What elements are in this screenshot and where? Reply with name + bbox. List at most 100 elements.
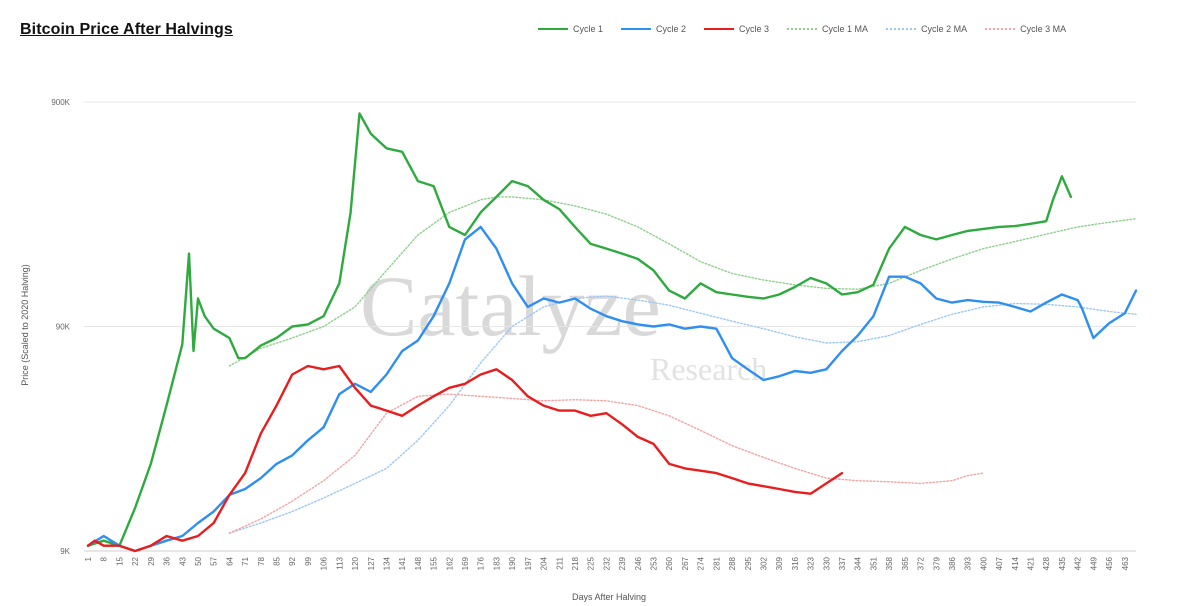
x-tick-label: 407 xyxy=(995,556,1004,570)
legend-swatch xyxy=(538,28,568,30)
legend-swatch xyxy=(985,28,1016,30)
legend-swatch xyxy=(886,28,917,30)
legend-label: Cycle 2 MA xyxy=(921,24,968,34)
x-tick-label: 323 xyxy=(807,556,816,570)
x-tick-label: 260 xyxy=(665,556,674,570)
x-tick-label: 428 xyxy=(1042,556,1051,570)
x-tick-label: 148 xyxy=(414,556,423,570)
chart-legend: Cycle 1 Cycle 2 Cycle 3 Cycle 1 MA Cycle 2 M… xyxy=(538,24,1084,34)
x-tick-label: 225 xyxy=(587,556,596,570)
x-tick-label: 211 xyxy=(555,556,564,569)
x-tick-label: 372 xyxy=(917,556,926,570)
x-tick-label: 414 xyxy=(1011,556,1020,570)
series-line-cycle-1-ma xyxy=(228,196,1137,367)
x-tick-label: 400 xyxy=(979,556,988,570)
x-tick-label: 267 xyxy=(681,556,690,570)
watermark-sub: Research xyxy=(650,351,767,387)
x-tick-label: 190 xyxy=(508,556,517,570)
x-tick-label: 22 xyxy=(131,556,140,565)
x-tick-label: 57 xyxy=(210,556,219,565)
x-tick-label: 344 xyxy=(854,556,863,570)
x-tick-label: 113 xyxy=(335,556,344,569)
x-tick-label: 295 xyxy=(744,556,753,570)
y-tick-label: 900K xyxy=(51,98,70,107)
legend-label: Cycle 1 xyxy=(573,24,604,34)
y-axis-ticks: 9K 90K 900K xyxy=(51,98,70,556)
x-tick-label: 302 xyxy=(759,556,768,570)
series-line-cycle-1 xyxy=(86,112,1073,547)
x-tick-label: 92 xyxy=(288,556,297,565)
legend-label: Cycle 3 xyxy=(739,24,770,34)
x-tick-label: 106 xyxy=(320,556,329,570)
x-tick-label: 29 xyxy=(147,556,156,565)
x-tick-label: 358 xyxy=(885,556,894,570)
x-tick-label: 71 xyxy=(241,556,250,565)
chart-title: Bitcoin Price After Halvings xyxy=(20,21,233,38)
x-axis-title: Days After Halving xyxy=(572,592,646,602)
watermark: Catalyze Research xyxy=(360,258,767,387)
x-axis-ticks: 1 8 15 22 29 36 43 50 57 64 71 78 85 92 99 106 113 120 127… xyxy=(84,556,1130,570)
y-axis-title: Price (Scaled to 2020 Halving) xyxy=(20,264,30,386)
x-tick-label: 197 xyxy=(524,556,533,570)
legend-label: Cycle 3 MA xyxy=(1020,24,1067,34)
x-tick-label: 309 xyxy=(775,556,784,570)
x-tick-label: 218 xyxy=(571,556,580,570)
x-tick-label: 120 xyxy=(351,556,360,570)
x-tick-label: 155 xyxy=(430,556,439,570)
x-tick-label: 232 xyxy=(602,556,611,570)
x-tick-label: 15 xyxy=(115,556,124,565)
x-tick-label: 463 xyxy=(1121,556,1130,570)
x-tick-label: 435 xyxy=(1058,556,1067,570)
x-tick-label: 393 xyxy=(964,556,973,570)
x-tick-label: 1 xyxy=(84,556,93,561)
x-tick-label: 379 xyxy=(932,556,941,570)
x-tick-label: 330 xyxy=(822,556,831,570)
x-tick-label: 64 xyxy=(225,556,234,565)
series-line-cycle-2-ma xyxy=(228,295,1137,534)
series-line-cycle-3 xyxy=(86,364,844,553)
x-tick-label: 50 xyxy=(194,556,203,565)
x-tick-label: 78 xyxy=(257,556,266,565)
legend-swatch xyxy=(704,28,735,30)
legend-item: Cycle 3 xyxy=(704,24,769,34)
legend-item: Cycle 2 MA xyxy=(886,24,967,34)
x-tick-label: 43 xyxy=(178,556,187,565)
y-tick-label: 90K xyxy=(56,323,71,332)
x-tick-label: 239 xyxy=(618,556,627,570)
legend-item: Cycle 1 xyxy=(538,24,603,34)
x-tick-label: 316 xyxy=(791,556,800,570)
x-tick-label: 442 xyxy=(1074,556,1083,570)
x-tick-label: 456 xyxy=(1105,556,1114,570)
x-tick-label: 176 xyxy=(477,556,486,570)
x-tick-label: 365 xyxy=(901,556,910,570)
legend-swatch xyxy=(787,28,818,30)
x-tick-label: 337 xyxy=(838,556,847,570)
x-tick-label: 99 xyxy=(304,556,313,565)
x-tick-label: 386 xyxy=(948,556,957,570)
series-lines xyxy=(86,112,1138,553)
x-tick-label: 274 xyxy=(697,556,706,570)
x-tick-label: 127 xyxy=(367,556,376,570)
legend-label: Cycle 1 MA xyxy=(822,24,869,34)
legend-swatch xyxy=(621,28,652,30)
watermark-main: Catalyze xyxy=(360,258,661,354)
x-tick-label: 288 xyxy=(728,556,737,570)
x-tick-label: 204 xyxy=(540,556,549,570)
x-tick-label: 246 xyxy=(634,556,643,570)
x-tick-label: 134 xyxy=(382,556,391,570)
x-tick-label: 253 xyxy=(650,556,659,570)
x-tick-label: 183 xyxy=(492,556,501,570)
x-tick-label: 169 xyxy=(461,556,470,570)
x-tick-label: 421 xyxy=(1027,556,1036,570)
x-tick-label: 85 xyxy=(273,556,282,565)
x-tick-label: 281 xyxy=(712,556,721,570)
series-line-cycle-2 xyxy=(86,225,1138,553)
x-tick-label: 449 xyxy=(1089,556,1098,570)
x-tick-label: 162 xyxy=(445,556,454,570)
x-tick-label: 141 xyxy=(398,556,407,570)
y-tick-label: 9K xyxy=(60,547,70,556)
legend-item: Cycle 3 MA xyxy=(985,24,1066,34)
series-line-cycle-3-ma xyxy=(228,393,985,534)
legend-label: Cycle 2 xyxy=(656,24,687,34)
